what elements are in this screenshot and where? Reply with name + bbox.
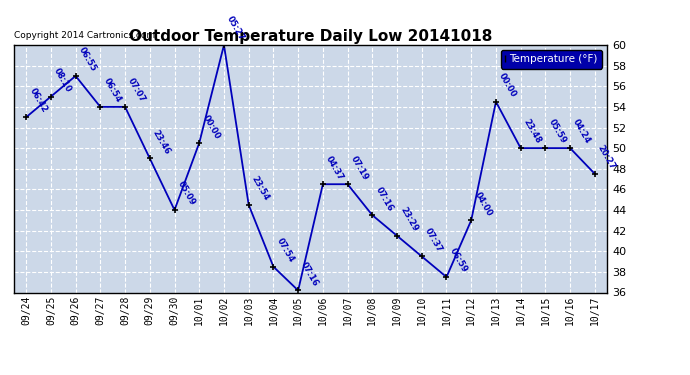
Text: 05:27: 05:27 (225, 15, 246, 42)
Text: 23:46: 23:46 (151, 128, 172, 156)
Text: 04:00: 04:00 (473, 190, 493, 218)
Text: 06:54: 06:54 (101, 76, 123, 104)
Text: 04:37: 04:37 (324, 154, 345, 182)
Text: 07:54: 07:54 (275, 237, 296, 264)
Text: 07:37: 07:37 (423, 226, 444, 254)
Text: 04:24: 04:24 (571, 118, 593, 146)
Title: Outdoor Temperature Daily Low 20141018: Outdoor Temperature Daily Low 20141018 (129, 29, 492, 44)
Text: 07:07: 07:07 (126, 77, 147, 104)
Text: 23:54: 23:54 (250, 175, 271, 202)
Text: 20:27: 20:27 (596, 144, 617, 171)
Text: 23:29: 23:29 (398, 206, 420, 233)
Text: 23:48: 23:48 (522, 118, 543, 146)
Text: 07:16: 07:16 (373, 185, 395, 213)
Text: Copyright 2014 Cartronics.com: Copyright 2014 Cartronics.com (14, 31, 155, 40)
Text: 07:16: 07:16 (299, 260, 320, 288)
Text: 00:00: 00:00 (201, 113, 221, 140)
Text: 07:19: 07:19 (349, 154, 370, 182)
Text: 05:09: 05:09 (176, 180, 197, 207)
Text: 06:42: 06:42 (28, 87, 48, 115)
Text: 05:59: 05:59 (546, 118, 568, 146)
Text: 06:55: 06:55 (77, 46, 98, 74)
Text: 00:00: 00:00 (497, 72, 518, 99)
Text: 06:59: 06:59 (448, 247, 469, 274)
Text: 08:10: 08:10 (52, 66, 73, 94)
Legend: Temperature (°F): Temperature (°F) (501, 50, 602, 69)
